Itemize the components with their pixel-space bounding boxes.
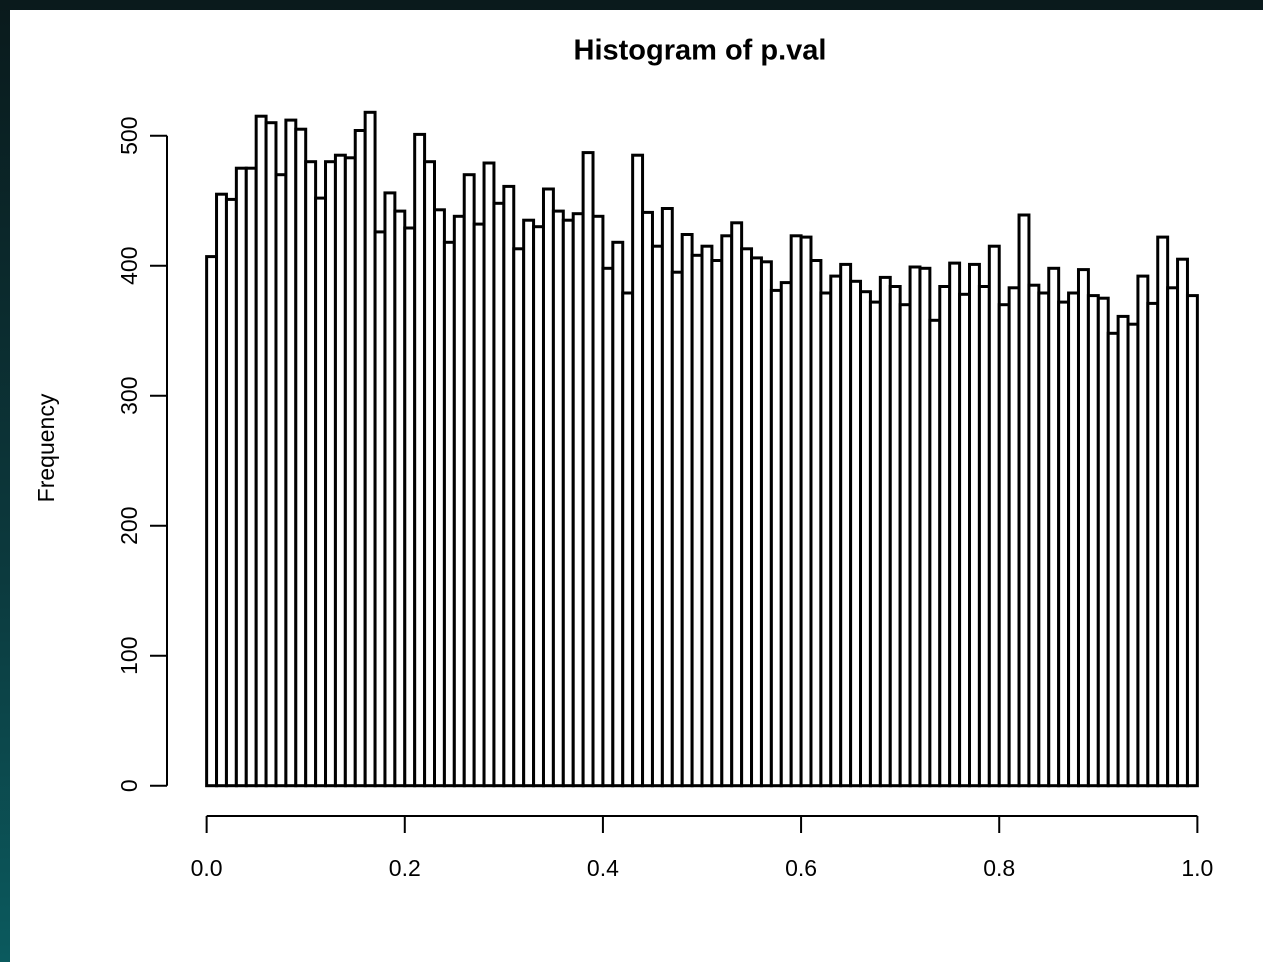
x-tick-label: 1.0 (1181, 855, 1213, 881)
x-tick-label: 0.0 (191, 855, 223, 881)
x-tick-label: 0.8 (983, 855, 1015, 881)
bar (1185, 294, 1199, 788)
x-tick-label: 0.4 (587, 855, 619, 881)
plot-frame: Histogram of p.val Frequency 0 100 200 300 4… (10, 10, 1263, 962)
x-tick-label: 0.2 (389, 855, 421, 881)
y-tick-label: 300 (116, 377, 142, 415)
y-tick-label: 200 (116, 507, 142, 545)
y-tick-label: 400 (116, 247, 142, 285)
y-tick-label: 500 (116, 117, 142, 155)
x-tick-label: 0.6 (785, 855, 817, 881)
chart-title: Histogram of p.val (574, 35, 827, 67)
y-tick-label: 100 (116, 637, 142, 675)
chart: Histogram of p.val Frequency 0 100 200 300 4… (33, 35, 1213, 881)
y-tick-label: 0 (116, 779, 142, 792)
y-axis-label: Frequency (33, 393, 59, 502)
